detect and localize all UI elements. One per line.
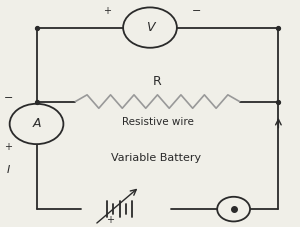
Text: I: I <box>7 165 10 175</box>
Text: −: − <box>192 6 201 16</box>
Text: +: + <box>106 215 114 225</box>
Text: Resistive wire: Resistive wire <box>122 117 194 127</box>
Circle shape <box>123 7 177 48</box>
Text: −: − <box>4 93 13 103</box>
Text: A: A <box>32 117 41 131</box>
Text: Variable Battery: Variable Battery <box>111 153 201 163</box>
Circle shape <box>217 197 250 222</box>
Circle shape <box>10 104 63 144</box>
Text: +: + <box>4 143 12 153</box>
Text: V: V <box>146 21 154 34</box>
Text: R: R <box>153 75 162 88</box>
Text: +: + <box>103 6 111 16</box>
